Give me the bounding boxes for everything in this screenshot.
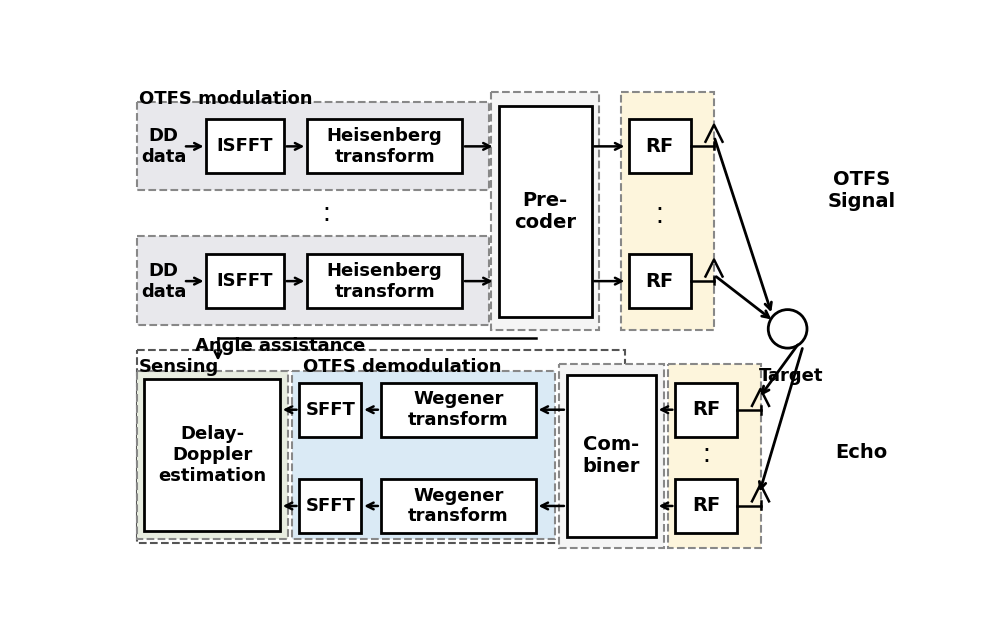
Bar — [299, 383, 361, 437]
Text: ISFFT: ISFFT — [217, 272, 273, 290]
Text: RF: RF — [692, 497, 720, 515]
Text: OTFS modulation: OTFS modulation — [139, 90, 312, 108]
Bar — [381, 479, 536, 533]
Bar — [381, 383, 536, 437]
Text: OTFS
Signal: OTFS Signal — [827, 169, 895, 211]
Bar — [567, 375, 656, 537]
Bar — [675, 479, 737, 533]
Text: RF: RF — [646, 272, 674, 290]
Text: Wegener
transform: Wegener transform — [408, 487, 509, 525]
Bar — [206, 120, 284, 173]
Text: Target: Target — [759, 368, 824, 386]
Bar — [144, 379, 280, 531]
Bar — [307, 120, 462, 173]
Bar — [299, 479, 361, 533]
Text: DD
data: DD data — [141, 262, 186, 300]
Bar — [621, 92, 714, 330]
Text: ·: · — [656, 197, 664, 222]
Bar — [292, 371, 555, 539]
Text: RF: RF — [646, 137, 674, 156]
Text: ·: · — [322, 209, 330, 233]
Bar — [137, 237, 489, 325]
Bar — [137, 102, 489, 190]
Text: ISFFT: ISFFT — [217, 137, 273, 155]
Bar — [206, 254, 284, 308]
Text: Heisenberg
transform: Heisenberg transform — [327, 262, 442, 300]
Bar — [559, 363, 664, 548]
Bar — [307, 254, 462, 308]
Text: Echo: Echo — [835, 442, 887, 462]
Text: Heisenberg
transform: Heisenberg transform — [327, 127, 442, 166]
Text: Wegener
transform: Wegener transform — [408, 391, 509, 429]
Text: Angle assistance: Angle assistance — [195, 336, 365, 354]
Text: Sensing: Sensing — [139, 358, 219, 376]
Text: DD
data: DD data — [141, 127, 186, 166]
Text: ·: · — [702, 439, 710, 462]
Bar — [629, 120, 691, 173]
Text: ·: · — [322, 197, 330, 222]
Text: Com-
biner: Com- biner — [583, 435, 640, 477]
Text: RF: RF — [692, 400, 720, 419]
Bar — [499, 105, 592, 316]
Bar — [629, 254, 691, 308]
Text: ·: · — [656, 211, 664, 235]
Bar — [137, 350, 625, 543]
Text: Delay-
Doppler
estimation: Delay- Doppler estimation — [158, 426, 266, 485]
Text: Pre-
coder: Pre- coder — [514, 191, 576, 232]
Text: OTFS demodulation: OTFS demodulation — [303, 358, 502, 376]
Bar — [675, 383, 737, 437]
Text: SFFT: SFFT — [305, 401, 355, 419]
Bar — [491, 92, 599, 330]
Text: ·: · — [702, 450, 710, 474]
Bar — [668, 363, 761, 548]
Text: SFFT: SFFT — [305, 497, 355, 515]
Bar — [137, 371, 288, 539]
